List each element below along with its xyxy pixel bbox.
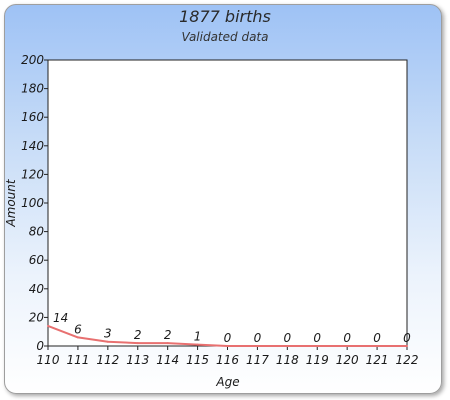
y-tick-label: 80	[29, 225, 45, 239]
data-label: 2	[164, 328, 172, 342]
x-tick-label: 121	[366, 353, 389, 367]
data-point	[47, 324, 49, 327]
y-tick-label: 120	[21, 167, 44, 181]
series-layer	[47, 324, 408, 347]
x-tick-label: 111	[66, 353, 89, 367]
x-tick-label: 112	[96, 353, 119, 367]
y-tick-label: 20	[29, 310, 45, 324]
data-label: 2	[134, 328, 142, 342]
x-tick-label: 118	[276, 353, 299, 367]
y-tick-label: 0	[36, 339, 44, 353]
data-label: 0	[224, 331, 232, 345]
data-point	[286, 345, 289, 347]
x-tick-label: 117	[246, 353, 269, 367]
data-point	[256, 345, 259, 347]
plot-area	[47, 59, 408, 347]
x-tick-label: 115	[186, 353, 209, 367]
data-label: 0	[343, 331, 351, 345]
data-point	[316, 345, 319, 347]
data-label: 0	[254, 331, 262, 345]
y-tick-label: 140	[21, 139, 44, 153]
x-tick-label: 120	[336, 353, 359, 367]
y-tick-label: 60	[29, 253, 45, 267]
y-tick-label: 100	[21, 196, 44, 210]
data-label: 0	[373, 331, 381, 345]
data-point	[166, 342, 169, 345]
x-axis: 110 111 112 113 114 115 116 117 118 119 120 121 122	[37, 346, 419, 367]
data-label: 0	[313, 331, 321, 345]
x-tick-label: 116	[216, 353, 239, 367]
y-tick-label: 40	[29, 282, 45, 296]
x-tick-label: 113	[126, 353, 149, 367]
x-tick-label: 110	[37, 353, 60, 367]
data-point	[76, 336, 79, 339]
y-axis-title: Amount	[4, 178, 18, 227]
data-label: 0	[403, 331, 411, 345]
x-tick-label: 114	[156, 353, 179, 367]
chart-title: 1877 births	[179, 7, 271, 26]
x-tick-label: 119	[306, 353, 329, 367]
data-point	[376, 345, 379, 347]
chart-subtitle: Validated data	[181, 30, 269, 44]
data-labels: 14 6 3 2 2 1 0 0 0 0 0 0 0	[53, 311, 411, 345]
x-axis-title: Age	[215, 375, 239, 389]
y-tick-label: 200	[21, 53, 44, 67]
data-point	[226, 345, 229, 347]
data-point	[346, 345, 349, 347]
data-label: 14	[53, 311, 68, 325]
data-point	[406, 345, 408, 347]
y-tick-label: 180	[21, 82, 44, 96]
data-point	[136, 342, 139, 345]
data-point	[196, 343, 199, 346]
x-tick-label: 122	[396, 353, 419, 367]
data-point	[106, 340, 109, 343]
data-label: 6	[74, 322, 82, 336]
y-axis: 0 20 40 60 80 100 120 140 160 180 200	[21, 53, 48, 353]
y-tick-label: 160	[21, 110, 44, 124]
data-label: 3	[104, 327, 112, 341]
data-label: 0	[284, 331, 292, 345]
data-label: 1	[194, 330, 202, 344]
